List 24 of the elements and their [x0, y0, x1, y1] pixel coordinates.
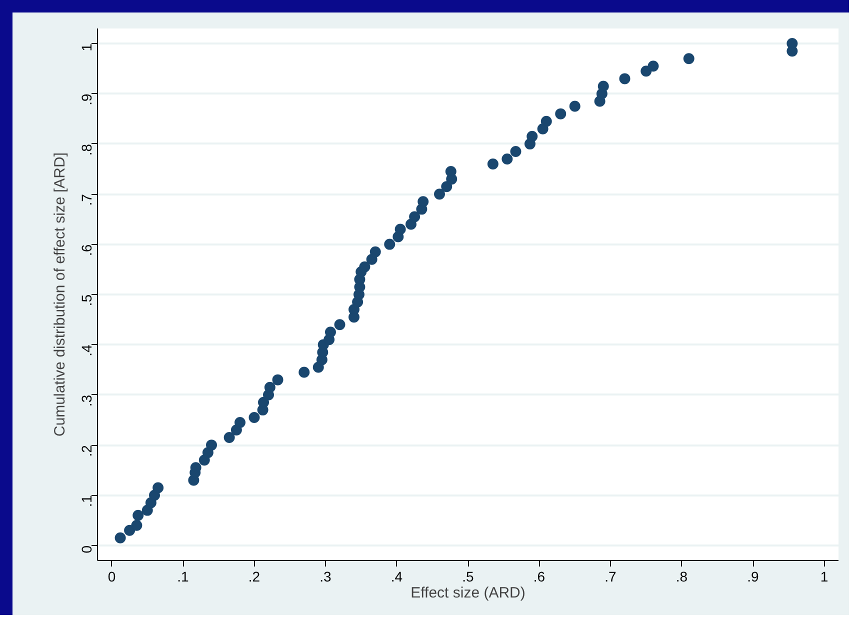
y-tick-label: .1: [78, 495, 94, 507]
x-tick-label: .3: [320, 568, 332, 584]
y-tick-label: .3: [78, 394, 94, 407]
y-tick-label: 0: [78, 545, 94, 554]
x-tick-label: .9: [747, 568, 760, 584]
y-tick-label: .9: [78, 94, 94, 106]
y-tick-label: .5: [78, 294, 94, 306]
x-tick-label: .8: [676, 568, 688, 584]
x-tick-label: 0: [108, 568, 116, 584]
x-tick-label: .6: [533, 568, 546, 584]
y-tick-label: .8: [78, 144, 94, 156]
x-axis-title: Effect size (ARD): [410, 584, 526, 602]
x-tick-label: .7: [604, 568, 617, 584]
y-axis-title: Cumulative distribution of effect size [ARD]: [52, 152, 68, 437]
y-tick-label: .6: [78, 244, 94, 256]
x-tick-label: .1: [177, 568, 190, 584]
x-tick-label: 1: [820, 568, 828, 584]
x-tick-label: .2: [248, 568, 260, 584]
y-tick-label: .7: [78, 194, 94, 206]
y-tick-label: .4: [78, 344, 94, 356]
y-tick-label: 1: [78, 43, 94, 52]
x-tick-label: .5: [462, 568, 474, 584]
y-tick-label: .2: [78, 444, 94, 457]
x-tick-label: .4: [390, 568, 403, 584]
